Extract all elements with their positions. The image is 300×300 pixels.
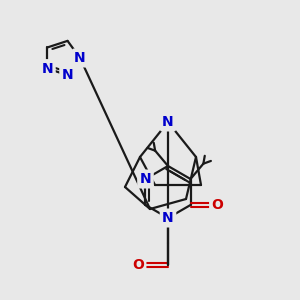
Text: N: N (62, 68, 74, 82)
Text: N: N (42, 61, 53, 76)
Text: N: N (162, 211, 174, 225)
Text: N: N (74, 51, 86, 65)
Text: O: O (212, 198, 224, 212)
Text: O: O (132, 258, 144, 272)
Text: N: N (162, 115, 174, 129)
Text: N: N (140, 172, 151, 186)
